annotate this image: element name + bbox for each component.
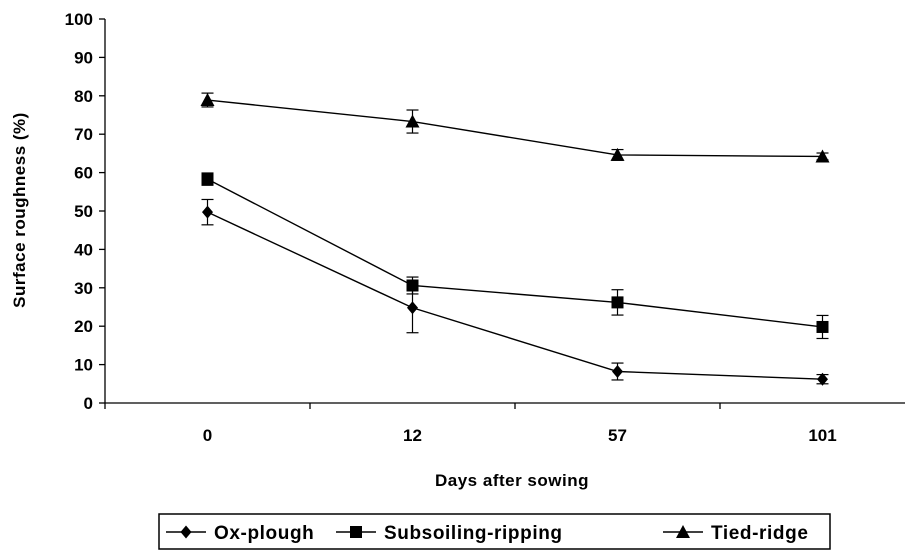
series-line: [207, 99, 823, 158]
data-point: [405, 114, 420, 128]
y-tick-label: 30: [74, 279, 93, 298]
series-line: [207, 211, 823, 380]
series-triangle: [200, 92, 830, 163]
data-point: [201, 173, 214, 186]
data-point: [610, 147, 625, 161]
y-tick-label: 10: [74, 356, 93, 375]
y-tick-label: 20: [74, 317, 93, 336]
y-tick-label: 90: [74, 48, 93, 67]
legend-label: Tied-ridge: [711, 523, 809, 544]
x-tick-label: 57: [608, 426, 627, 445]
legend-marker: [180, 525, 192, 539]
data-point: [815, 149, 830, 163]
data-point: [202, 205, 213, 219]
x-tick-label: 0: [203, 426, 212, 445]
y-tick-label: 70: [74, 125, 93, 144]
series-line: [207, 178, 823, 328]
series-square: [201, 172, 829, 340]
legend-label: Ox-plough: [214, 523, 314, 544]
data-point: [200, 93, 215, 107]
data-point: [612, 365, 623, 379]
legend-marker: [676, 525, 690, 538]
data-point: [407, 301, 418, 315]
legend: Ox-plough Subsoiling-ripping Tied-ridge: [158, 513, 831, 550]
y-tick-label: 60: [74, 164, 93, 183]
y-tick-label: 50: [74, 202, 93, 221]
y-tick-label: 0: [84, 394, 93, 413]
y-axis-title: Surface roughness (%): [10, 112, 29, 308]
series-diamond: [201, 198, 829, 386]
y-tick-label: 40: [74, 240, 93, 259]
x-axis-title: Days after sowing: [435, 471, 589, 490]
x-axis: 0 12 57 101: [104, 402, 905, 445]
legend-label: Subsoiling-ripping: [384, 523, 563, 544]
data-point: [406, 279, 419, 292]
x-tick-label: 101: [808, 426, 836, 445]
series-layer: [200, 92, 830, 386]
x-tick-label: 12: [403, 426, 422, 445]
legend-marker: [350, 526, 362, 538]
legend-box: [158, 513, 831, 550]
data-point: [816, 320, 829, 333]
y-axis: 0 10 20 30 40 50 60 70 80 90 100: [65, 10, 106, 413]
y-tick-label: 80: [74, 87, 93, 106]
data-point: [611, 296, 624, 309]
y-tick-label: 100: [65, 10, 93, 29]
data-point: [817, 372, 828, 386]
